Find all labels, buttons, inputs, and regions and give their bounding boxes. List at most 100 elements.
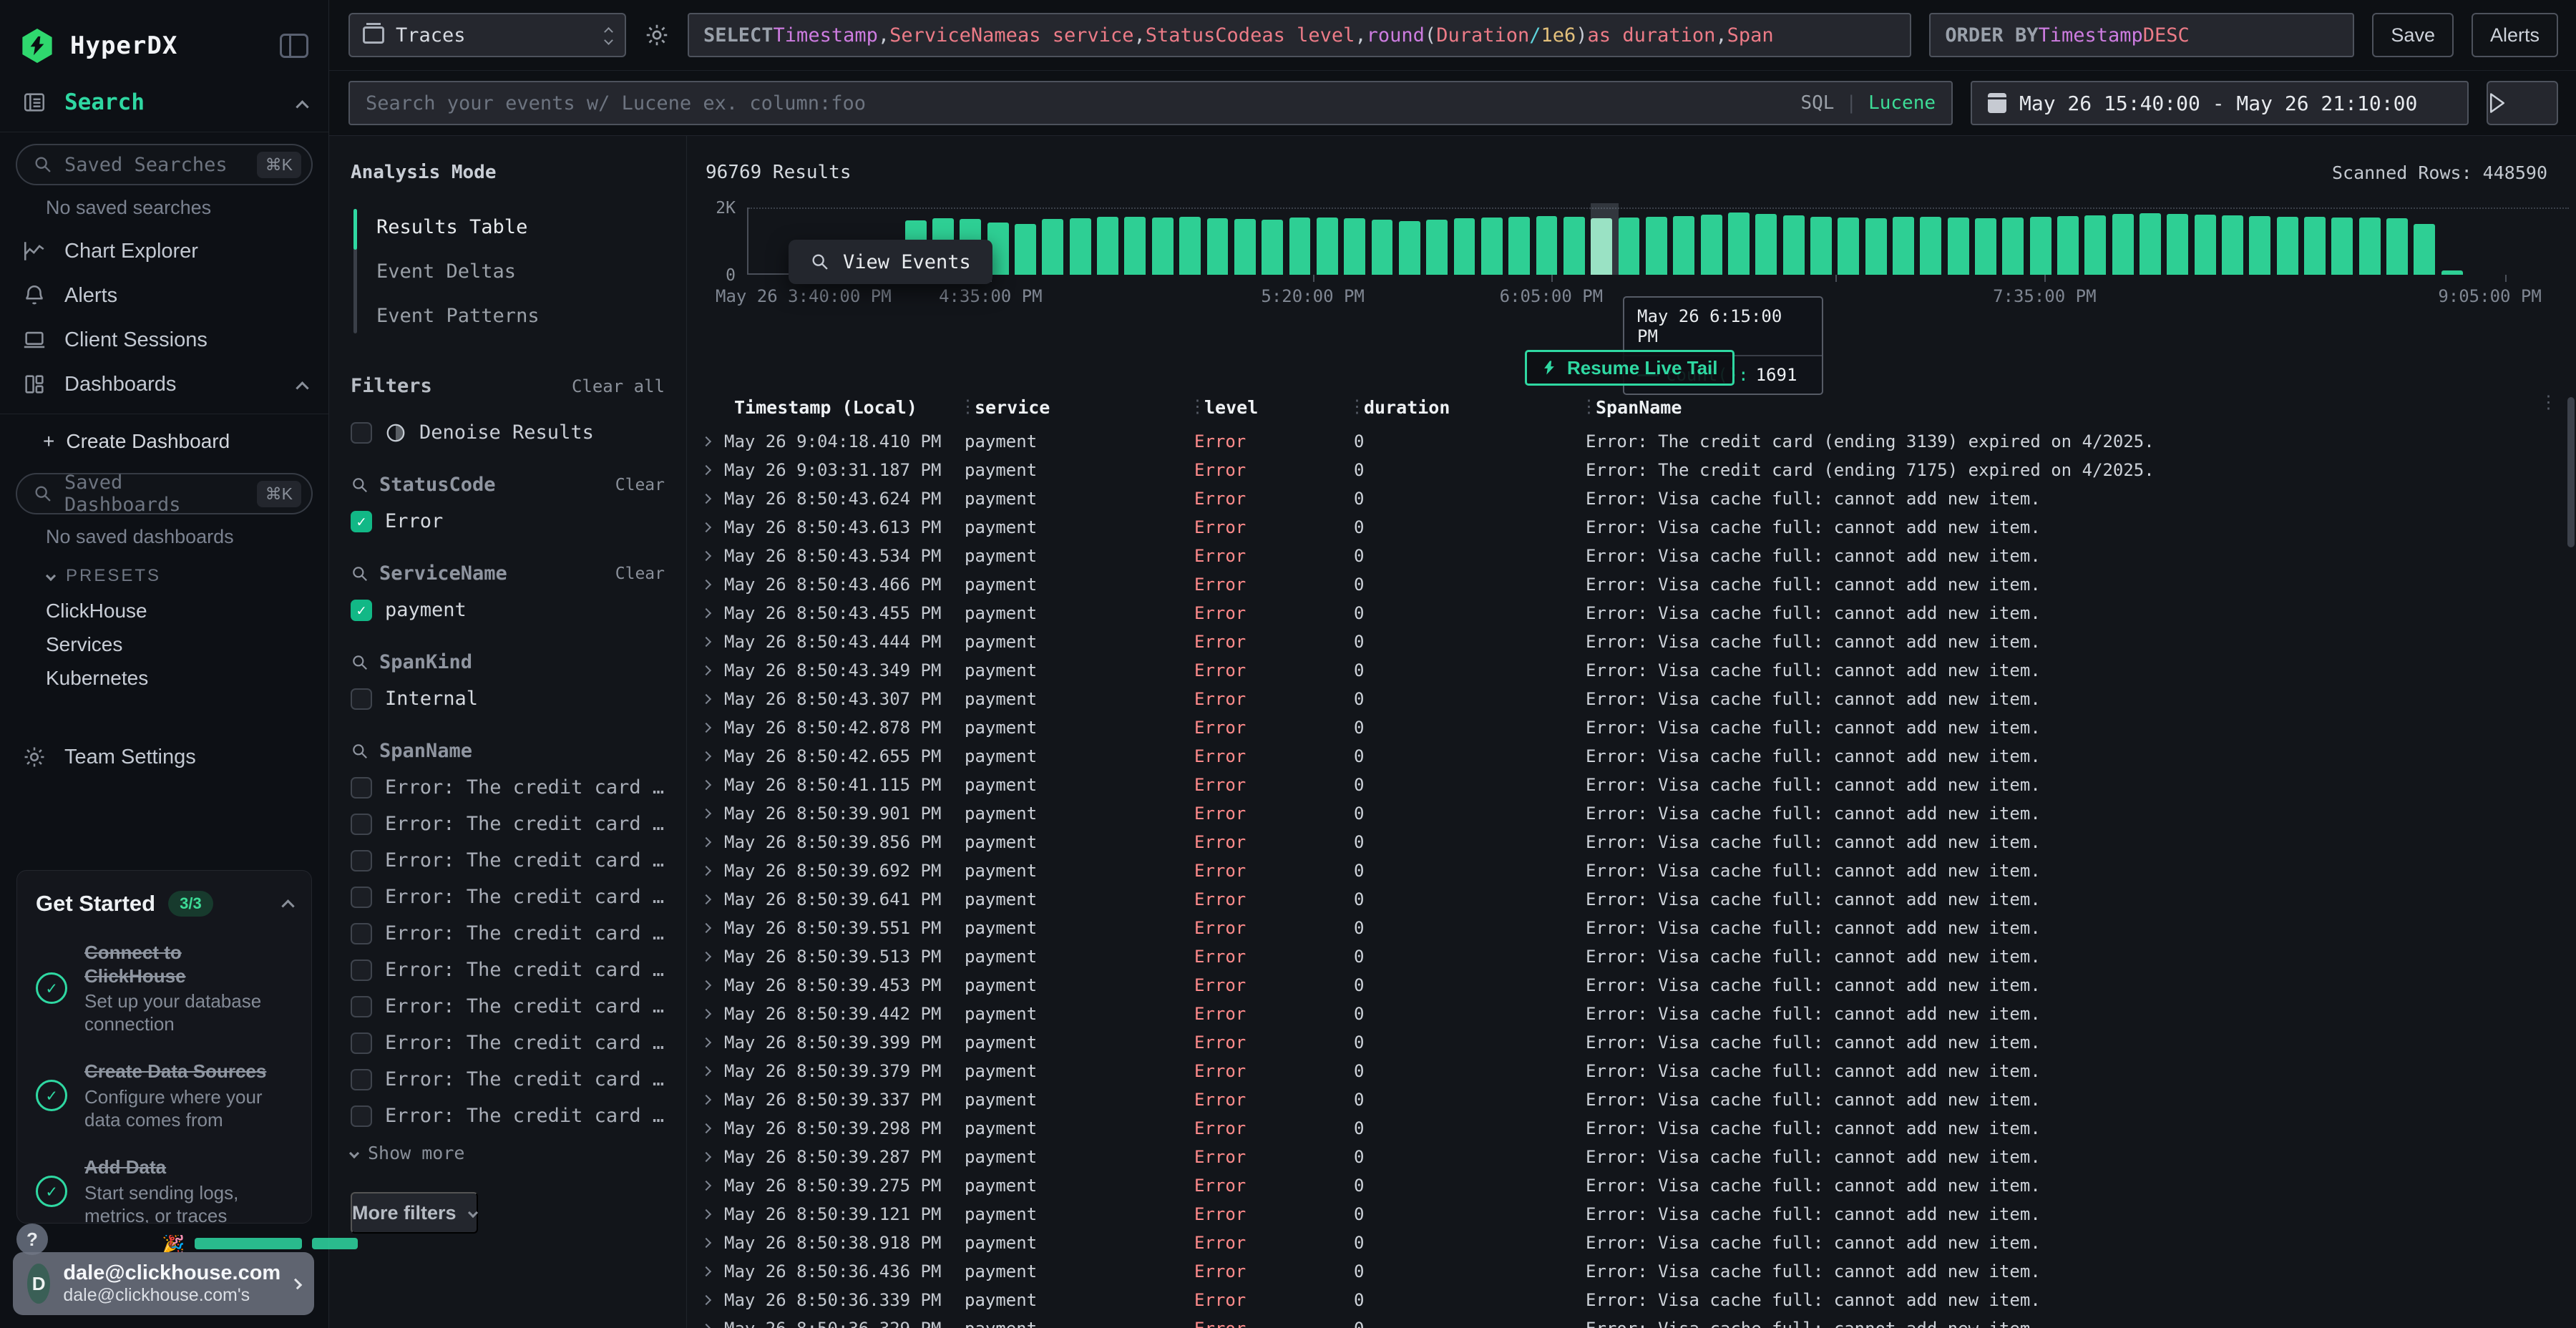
histogram-bar[interactable] — [1097, 217, 1119, 275]
histogram-bar[interactable] — [1344, 218, 1366, 275]
table-row[interactable]: May 26 8:50:39.275 PM payment Error 0 Er… — [687, 1171, 2576, 1200]
checkbox-unchecked[interactable] — [351, 1068, 372, 1090]
histogram-bar[interactable] — [1042, 218, 1064, 275]
histogram-bar[interactable] — [1234, 219, 1256, 275]
table-row[interactable]: May 26 8:50:39.692 PM payment Error 0 Er… — [687, 856, 2576, 885]
table-row[interactable]: May 26 8:50:43.444 PM payment Error 0 Er… — [687, 628, 2576, 656]
table-row[interactable]: May 26 9:03:31.187 PM payment Error 0 Er… — [687, 456, 2576, 484]
histogram-bar[interactable] — [1673, 215, 1695, 275]
table-row[interactable]: May 26 8:50:42.878 PM payment Error 0 Er… — [687, 713, 2576, 742]
expand-row-chevron-icon[interactable] — [701, 464, 712, 476]
col-header-spanname[interactable]: SpanName — [1580, 396, 2576, 418]
checkbox-unchecked[interactable] — [351, 922, 372, 944]
saved-searches-input[interactable]: Saved Searches ⌘K — [16, 144, 313, 185]
table-row[interactable]: May 26 8:50:39.856 PM payment Error 0 Er… — [687, 828, 2576, 856]
expand-row-chevron-icon[interactable] — [701, 1180, 712, 1191]
resume-live-tail-button[interactable]: Resume Live Tail — [1525, 350, 1735, 386]
run-query-button[interactable] — [2487, 81, 2558, 125]
sql-toggle[interactable]: SQL — [1800, 92, 1835, 114]
expand-row-chevron-icon[interactable] — [701, 550, 712, 562]
histogram-bar[interactable] — [1480, 217, 1503, 275]
table-row[interactable]: May 26 8:50:39.379 PM payment Error 0 Er… — [687, 1057, 2576, 1085]
histogram-bar[interactable] — [2276, 216, 2298, 275]
histogram-bar[interactable] — [1151, 217, 1174, 275]
select-clause-input[interactable]: SELECT Timestamp, ServiceName as service… — [688, 13, 1912, 57]
histogram-bar[interactable] — [2167, 213, 2189, 275]
checkbox-checked[interactable]: ✓ — [351, 510, 372, 532]
chevron-up-icon[interactable] — [296, 381, 309, 395]
date-range-picker[interactable]: May 26 15:40:00 - May 26 21:10:00 — [1971, 81, 2469, 125]
histogram-bar[interactable] — [1865, 218, 1887, 275]
source-settings-gear-icon[interactable] — [644, 22, 670, 48]
filter-option[interactable]: ✓ Error — [351, 510, 665, 532]
histogram-bar[interactable] — [2249, 215, 2271, 275]
table-row[interactable]: May 26 8:50:39.901 PM payment Error 0 Er… — [687, 799, 2576, 828]
histogram-bar[interactable] — [2140, 213, 2161, 275]
histogram-bar[interactable] — [2331, 218, 2353, 275]
checkbox-unchecked[interactable] — [351, 959, 372, 981]
checkbox-unchecked[interactable] — [351, 776, 372, 799]
expand-row-chevron-icon[interactable] — [701, 1065, 712, 1077]
histogram-bar[interactable] — [2358, 218, 2381, 275]
filter-option[interactable]: Error: The credit card … — [351, 813, 665, 835]
histogram-bar[interactable] — [1700, 214, 1722, 275]
histogram-bar[interactable] — [2057, 215, 2079, 275]
histogram-bar[interactable] — [2002, 217, 2024, 275]
sidebar-item-chart-explorer[interactable]: Chart Explorer — [0, 229, 328, 273]
histogram-bar[interactable] — [1426, 220, 1448, 275]
expand-row-chevron-icon[interactable] — [701, 1209, 712, 1220]
table-row[interactable]: May 26 8:50:39.298 PM payment Error 0 Er… — [687, 1114, 2576, 1143]
get-started-task[interactable]: ✓ Connect to ClickHouse Set up your data… — [36, 941, 293, 1035]
source-select[interactable]: Traces — [348, 13, 626, 57]
clear-all-filters-link[interactable]: Clear all — [571, 376, 665, 396]
table-row[interactable]: May 26 8:50:43.624 PM payment Error 0 Er… — [687, 484, 2576, 513]
histogram-bar[interactable] — [1645, 216, 1667, 275]
query-language-toggle[interactable]: SQL | Lucene — [1800, 92, 1936, 114]
histogram-bar[interactable] — [2112, 214, 2134, 275]
sidebar-item-team-settings[interactable]: Team Settings — [0, 735, 328, 779]
expand-row-chevron-icon[interactable] — [701, 1008, 712, 1020]
sidebar-item-alerts[interactable]: Alerts — [0, 273, 328, 318]
table-row[interactable]: May 26 8:50:43.455 PM payment Error 0 Er… — [687, 599, 2576, 628]
get-started-task[interactable]: ✓ Add Data Start sending logs, metrics, … — [36, 1156, 293, 1223]
table-row[interactable]: May 26 8:50:39.513 PM payment Error 0 Er… — [687, 942, 2576, 971]
expand-row-chevron-icon[interactable] — [701, 522, 712, 533]
expand-row-chevron-icon[interactable] — [701, 836, 712, 848]
mode-event-deltas[interactable]: Event Deltas — [376, 260, 517, 283]
histogram-bar[interactable] — [1206, 218, 1229, 275]
histogram-bar[interactable] — [1371, 219, 1393, 275]
clear-filter-link[interactable]: Clear — [615, 475, 665, 494]
preset-item-services[interactable]: Services — [46, 633, 123, 655]
histogram-bar[interactable] — [1810, 216, 1832, 275]
filter-option[interactable]: Internal — [351, 688, 665, 710]
histogram-bar[interactable] — [1727, 213, 1750, 275]
histogram-bar[interactable] — [1124, 216, 1146, 275]
col-header-service[interactable]: service — [959, 396, 1194, 418]
col-header-level[interactable]: level — [1189, 396, 1354, 418]
table-row[interactable]: May 26 8:50:36.329 PM payment Error 0 Er… — [687, 1314, 2576, 1328]
expand-row-chevron-icon[interactable] — [701, 894, 712, 905]
denoise-results-checkbox[interactable]: Denoise Results — [351, 421, 665, 444]
histogram-bar[interactable] — [1618, 218, 1640, 275]
table-row[interactable]: May 26 8:50:39.442 PM payment Error 0 Er… — [687, 1000, 2576, 1028]
histogram-bar[interactable] — [1398, 220, 1420, 275]
filter-option[interactable]: Error: The credit card … — [351, 886, 665, 908]
table-row[interactable]: May 26 8:50:39.399 PM payment Error 0 Er… — [687, 1028, 2576, 1057]
histogram-bar[interactable] — [1536, 216, 1558, 275]
filter-option[interactable]: Error: The credit card … — [351, 1068, 665, 1090]
alerts-button[interactable]: Alerts — [2471, 13, 2558, 57]
expand-row-chevron-icon[interactable] — [701, 607, 712, 619]
scrollbar[interactable] — [2566, 393, 2576, 1328]
checkbox-unchecked[interactable] — [351, 1032, 372, 1054]
sidebar-item-dashboards[interactable]: Dashboards — [0, 362, 328, 406]
histogram-bar[interactable] — [1453, 218, 1475, 275]
expand-row-chevron-icon[interactable] — [701, 1123, 712, 1134]
expand-row-chevron-icon[interactable] — [701, 493, 712, 504]
sidebar-item-client-sessions[interactable]: Client Sessions — [0, 318, 328, 362]
histogram-bar[interactable] — [1262, 220, 1284, 275]
show-more-link[interactable]: Show more — [348, 1143, 665, 1163]
sidebar-collapse-icon[interactable] — [280, 34, 308, 58]
table-row[interactable]: May 26 8:50:38.918 PM payment Error 0 Er… — [687, 1229, 2576, 1257]
checkbox-unchecked[interactable] — [351, 421, 372, 444]
histogram-bar[interactable] — [1563, 216, 1585, 275]
